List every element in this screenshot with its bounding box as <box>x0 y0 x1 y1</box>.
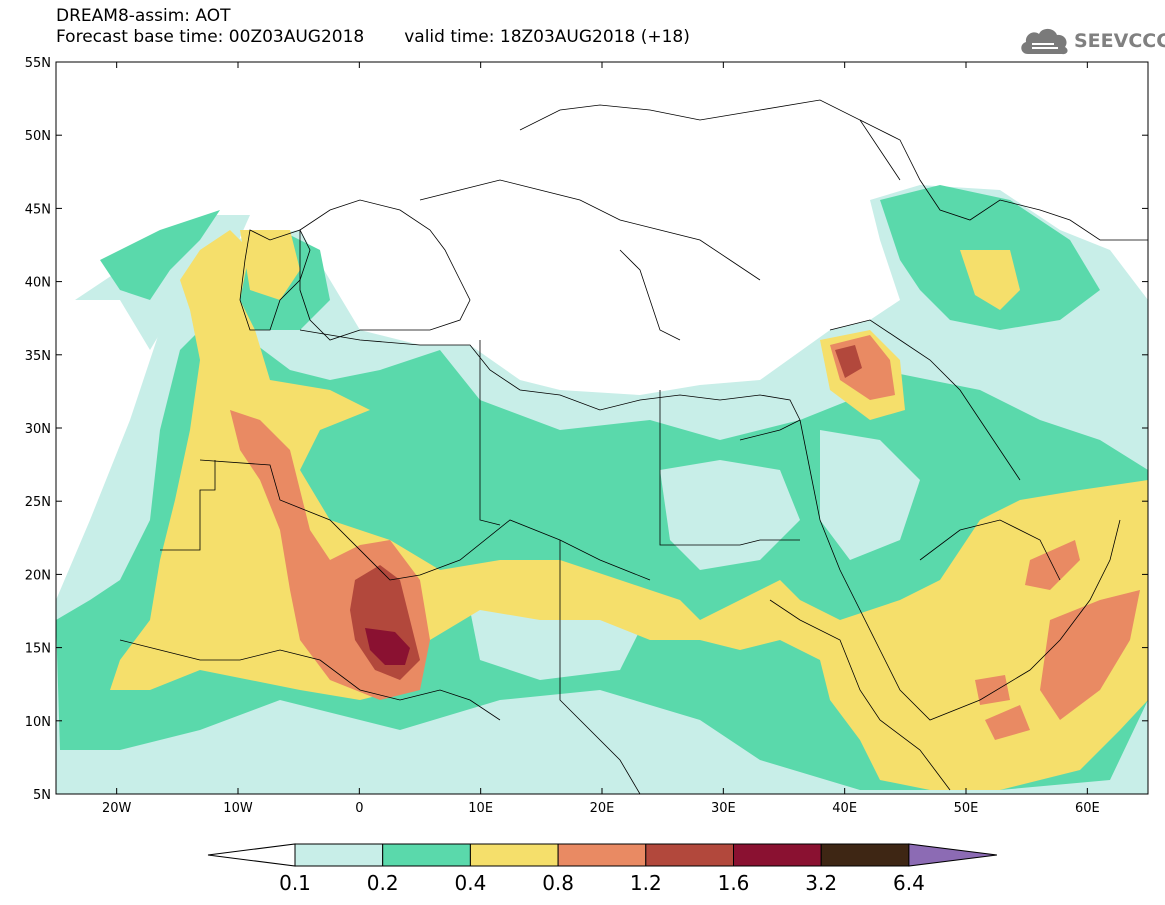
lat-tick-label: 25N <box>25 495 51 510</box>
lat-tick-label: 55N <box>25 56 51 71</box>
colorbar-swatch <box>733 843 822 867</box>
aot-area-dark-red <box>365 628 410 665</box>
lat-tick-label: 50N <box>25 129 51 144</box>
time-info: Forecast base time: 00Z03AUG2018 valid ti… <box>56 27 690 47</box>
lon-tick-label: 60E <box>1075 801 1100 816</box>
coastlines <box>119 99 1148 794</box>
lat-tick-label: 40N <box>25 276 51 291</box>
base-time: Forecast base time: 00Z03AUG2018 <box>56 27 365 47</box>
colorbar-swatch <box>820 843 910 867</box>
aot-area-light-cyan <box>660 460 800 570</box>
aot-area-yellow <box>960 250 1020 310</box>
colorbar-swatch <box>557 843 647 867</box>
lat-tick-label: 5N <box>33 788 51 803</box>
colorbar-low-arrow <box>207 843 296 867</box>
aot-area-yellow <box>240 230 300 300</box>
colorbar-label: 3.2 <box>805 871 838 895</box>
colorbar-label: 6.4 <box>892 871 925 895</box>
lon-tick-label: 20E <box>590 801 615 816</box>
lon-tick-label: 40E <box>832 801 857 816</box>
colorbar-swatch <box>645 843 734 867</box>
lat-tick-label: 35N <box>25 349 51 364</box>
colorbar <box>207 843 997 867</box>
lat-tick-label: 20N <box>25 568 51 583</box>
aot-area-green <box>100 210 220 300</box>
lon-tick-label: 50E <box>954 801 979 816</box>
valid-time: valid time: 18Z03AUG2018 (+18) <box>404 27 690 47</box>
aot-area-orange <box>1040 590 1140 720</box>
colorbar-label: 0.1 <box>279 871 311 895</box>
lon-tick-label: 0 <box>355 801 363 816</box>
aot-area-orange <box>975 675 1010 705</box>
colorbar-label: 0.4 <box>454 871 487 895</box>
lon-tick-label: 10E <box>468 801 493 816</box>
aot-area-brown <box>835 345 862 378</box>
colorbar-high-arrow <box>908 843 997 867</box>
aot-area-light-cyan <box>820 430 920 560</box>
colorbar-swatch <box>382 843 471 867</box>
title: DREAM8-assim: AOT <box>56 6 231 26</box>
lon-tick-label: 10W <box>223 801 253 816</box>
aot-field <box>56 62 1148 794</box>
colorbar-swatch <box>294 843 384 867</box>
logo-text: SEEVCCC <box>1074 30 1165 52</box>
aot-area-light-cyan <box>990 330 1120 420</box>
lat-tick-label: 10N <box>25 715 51 730</box>
cloud-icon <box>1021 28 1068 55</box>
axis-ticks: 20W 10W 0 10E 20E 30E 40E 50E 60E 55N 50N 45N 40N 35N… <box>25 56 1148 816</box>
lat-tick-label: 30N <box>25 422 51 437</box>
lon-tick-label: 30E <box>711 801 736 816</box>
colorbar-label: 0.8 <box>542 871 574 895</box>
lat-tick-label: 45N <box>25 202 51 217</box>
colorbar-label: 0.2 <box>366 871 399 895</box>
aot-area-orange <box>985 705 1030 740</box>
lon-tick-label: 20W <box>102 801 132 816</box>
colorbar-swatch <box>469 843 559 867</box>
colorbar-label: 1.2 <box>629 871 662 895</box>
lat-tick-label: 15N <box>25 642 51 657</box>
colorbar-label: 1.6 <box>717 871 750 895</box>
seevccc-logo: SEEVCCC <box>1018 24 1165 60</box>
